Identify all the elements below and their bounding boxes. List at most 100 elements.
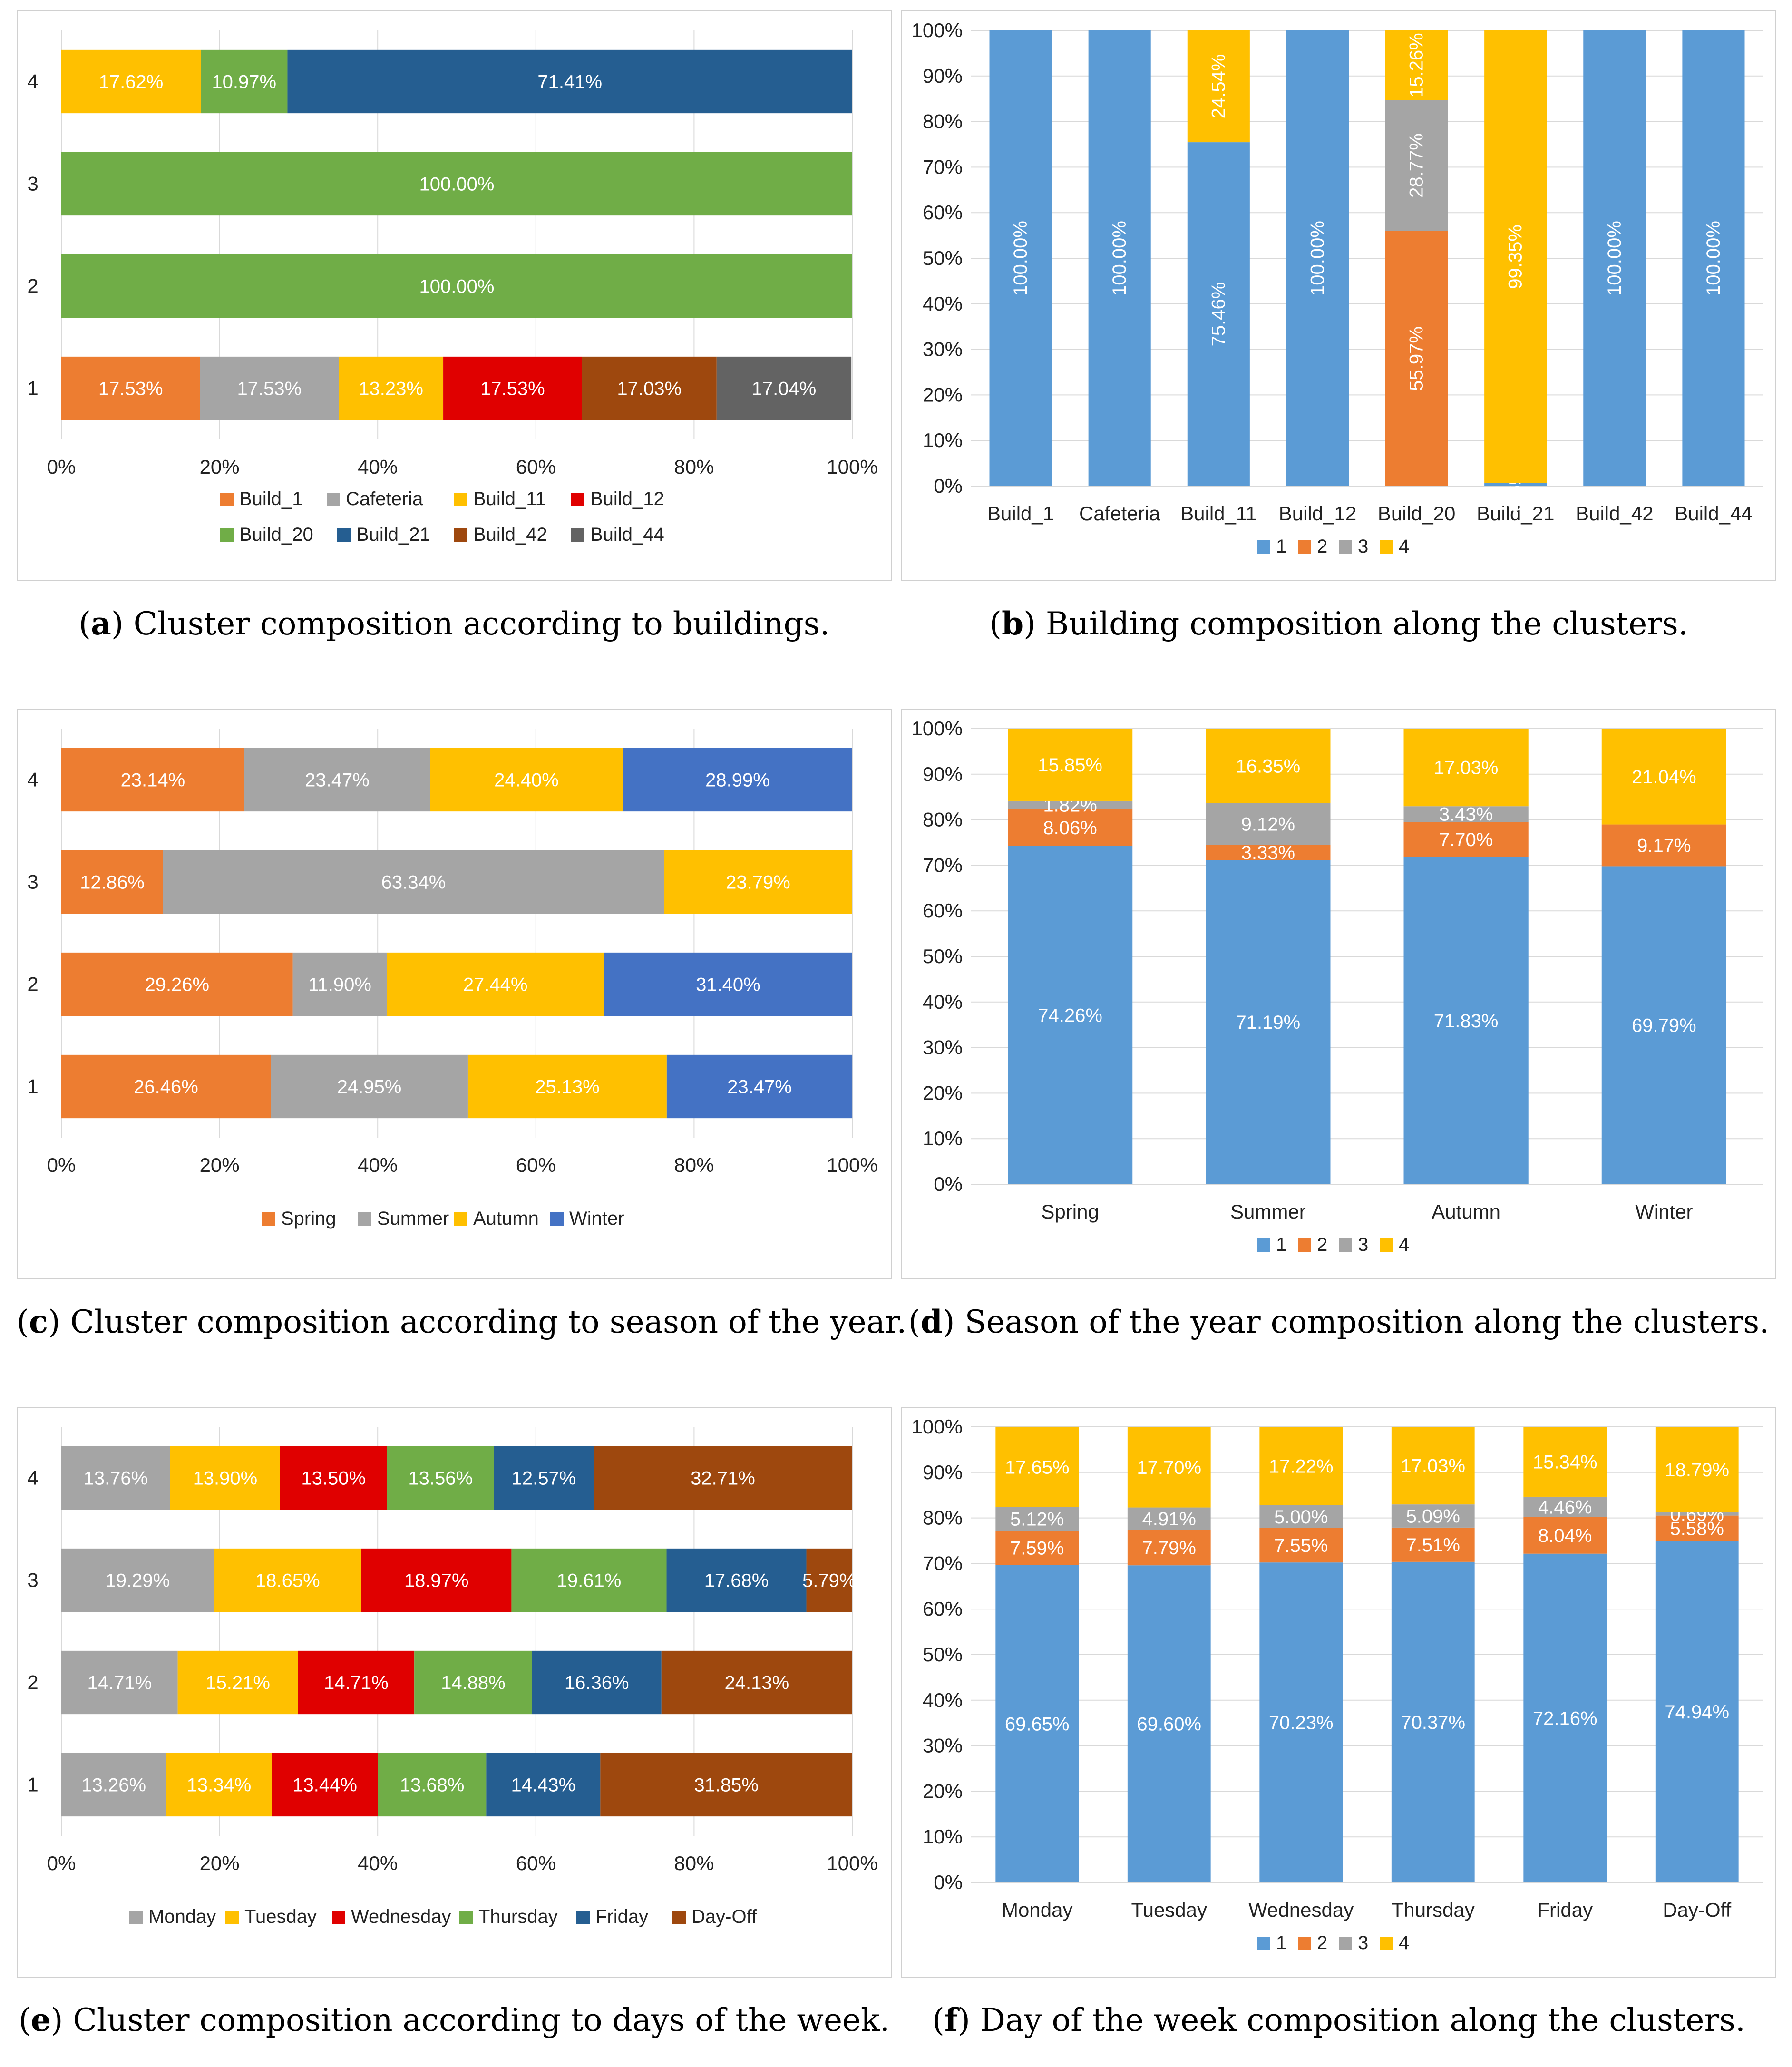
bar-segment — [1259, 1427, 1343, 1505]
panel-b: 0% 10% 20% 30% 40% 50% 60% 70% 80% 90% 100% Build_1… — [901, 10, 1776, 676]
data-label: 100.00% — [419, 174, 495, 195]
data-label: 24.95% — [337, 1077, 402, 1098]
x-category-label: Build_21 — [1477, 502, 1554, 525]
y-tick-label: 90% — [923, 763, 963, 785]
data-label: 32.71% — [691, 1468, 755, 1489]
legend-label: Build_42 — [473, 524, 547, 545]
bar-segment — [1187, 30, 1250, 143]
data-label: 23.79% — [726, 872, 790, 893]
legend-label: Thursday — [478, 1906, 558, 1927]
y-tick-label: 30% — [923, 1735, 963, 1757]
data-label: 13.23% — [359, 379, 423, 400]
bar-segment — [1583, 30, 1646, 486]
data-label: 5.00% — [1274, 1507, 1328, 1528]
data-label: 70.37% — [1401, 1712, 1465, 1733]
bar-segment — [272, 1753, 378, 1817]
y-tick-label: 50% — [923, 247, 963, 269]
data-label: 8.06% — [1043, 818, 1097, 838]
bar-segment — [511, 1548, 667, 1612]
y-category-label: 1 — [27, 377, 38, 400]
bar-segment — [1206, 859, 1331, 1184]
data-label: 3.43% — [1439, 804, 1493, 825]
legend-label: 3 — [1358, 536, 1368, 557]
bar-segment — [1391, 1427, 1475, 1505]
data-label: 100.00% — [1604, 221, 1625, 296]
legend-label: 4 — [1399, 1234, 1409, 1255]
caption-e-letter: e — [30, 2001, 51, 2038]
bar-segment — [61, 952, 293, 1016]
data-label: 55.97% — [1406, 326, 1427, 391]
data-label: 13.76% — [84, 1468, 148, 1489]
bar-segment — [467, 1054, 667, 1119]
legend-swatch — [225, 1911, 239, 1924]
legend-swatch — [1339, 1238, 1352, 1252]
legend-swatch — [327, 493, 340, 506]
bar-segment — [1523, 1427, 1607, 1497]
bar-segment — [1385, 30, 1448, 100]
bar-segment — [1601, 824, 1726, 867]
legend-swatch — [1257, 1238, 1270, 1252]
bar-segment — [1655, 1427, 1739, 1513]
x-category-label: Autumn — [1432, 1200, 1500, 1223]
bar-segment — [1206, 845, 1331, 860]
data-label: 4.91% — [1142, 1509, 1196, 1530]
legend-label: Build_21 — [356, 524, 430, 545]
y-tick-label: 20% — [923, 1082, 963, 1104]
data-label: 13.90% — [193, 1468, 258, 1489]
caption-e: (e) Cluster composition according to day… — [18, 2001, 890, 2038]
data-label: 18.65% — [255, 1570, 320, 1591]
bar-segment — [1601, 866, 1726, 1184]
bar-segment — [61, 748, 244, 812]
bar-segment — [1127, 1530, 1211, 1566]
y-category-label: 4 — [27, 1467, 38, 1489]
legend-swatch — [1380, 540, 1393, 554]
x-tick-label: 100% — [827, 456, 877, 478]
caption-e-text: Cluster composition according to days of… — [73, 2002, 890, 2038]
x-category-label: Wednesday — [1248, 1899, 1354, 1921]
y-tick-label: 70% — [923, 854, 963, 876]
bar-segment — [1523, 1517, 1607, 1554]
bar-segment — [494, 1446, 594, 1510]
bar-segment — [200, 356, 339, 420]
data-label: 19.29% — [106, 1570, 170, 1591]
legend-label: Monday — [148, 1906, 216, 1927]
data-label: 17.03% — [617, 379, 682, 400]
x-tick-label: 60% — [516, 1852, 556, 1874]
data-label: 13.68% — [400, 1775, 465, 1796]
x-tick-label: 60% — [516, 456, 556, 478]
data-label: 63.34% — [381, 872, 446, 893]
legend-label: Winter — [569, 1208, 624, 1229]
bar-segment — [1655, 1515, 1739, 1541]
data-label: 18.79% — [1665, 1460, 1729, 1481]
bar-segment — [280, 1446, 387, 1510]
data-label: 25.13% — [535, 1077, 600, 1098]
chart-frame-b: 0% 10% 20% 30% 40% 50% 60% 70% 80% 90% 100% Build_1… — [901, 10, 1776, 581]
bar-segment — [1484, 483, 1547, 486]
bar-segment — [1403, 729, 1529, 807]
bar-segment — [1601, 729, 1726, 825]
data-label: 100.00% — [1010, 221, 1031, 296]
y-tick-label: 20% — [923, 383, 963, 406]
data-label: 69.79% — [1632, 1015, 1696, 1036]
bar-segment — [61, 254, 852, 318]
y-category-label: 4 — [27, 70, 38, 93]
legend-swatch — [459, 1911, 473, 1924]
caption-a-letter: a — [91, 605, 111, 642]
panel-c: 0% 20% 40% 60% 80% 100% 1 26.46% 24.95% 25.13% 23.… — [17, 709, 906, 1375]
bar-segment — [995, 1426, 1079, 1507]
y-tick-label: 10% — [923, 429, 963, 451]
bar-segment — [995, 1507, 1079, 1531]
y-category-label: 1 — [27, 1075, 38, 1098]
caption-b-letter: b — [1002, 605, 1024, 642]
legend-swatch — [1298, 1937, 1311, 1950]
panel-e: 0% 20% 40% 60% 80% 100% 1 13.26% 13.34% 13.44% 13.… — [17, 1407, 892, 2063]
y-tick-label: 70% — [923, 1552, 963, 1574]
legend-swatch — [454, 528, 467, 542]
data-label: 14.71% — [87, 1673, 152, 1694]
data-label: 100.00% — [1307, 221, 1328, 296]
data-label: 69.60% — [1137, 1714, 1201, 1735]
y-tick-label: 100% — [912, 1415, 963, 1438]
bar-segment — [1655, 1512, 1739, 1516]
x-tick-label: 100% — [827, 1154, 877, 1176]
data-label: 19.61% — [557, 1570, 622, 1591]
